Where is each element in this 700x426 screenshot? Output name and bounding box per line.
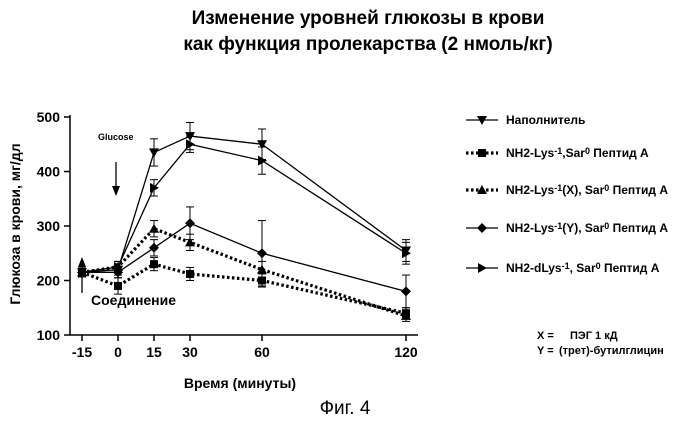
series-line	[81, 135, 407, 273]
legend-item-1: Наполнитель	[466, 113, 585, 127]
legend-label-part: NH2-Lys	[506, 183, 555, 197]
x-tick-label: 0	[114, 344, 122, 360]
legend-item-5: NH2-dLys-1, Sar0 Пептид А	[466, 261, 660, 275]
x-tick-label: 15	[146, 344, 162, 360]
legend-label-superscript: -1	[554, 221, 562, 231]
legend-label: NH2-Lys-1,Sar0 Пептид А	[506, 146, 649, 160]
data-point	[257, 140, 267, 150]
glucose-arrow-head	[112, 186, 120, 196]
note-y-key: Y =	[537, 345, 554, 357]
data-point	[114, 281, 122, 290]
note-x-key: X =	[537, 330, 554, 342]
legend-item-4: NH2-Lys-1(Y), Sar0 Пептид А	[466, 221, 668, 235]
series-line	[82, 222, 407, 293]
data-point	[150, 260, 158, 269]
annotation-glucose: Glucose	[98, 132, 134, 142]
chart-title-line1: Изменение уровней глюкозы в крови	[192, 8, 545, 29]
legend-label-part: Пептид А	[609, 183, 668, 197]
legend-item-2: NH2-Lys-1,Sar0 Пептид А	[466, 146, 649, 160]
x-axis-label: Время (минуты)	[184, 375, 296, 391]
legend-label-part: NH2-Lys	[506, 146, 555, 160]
annotation-compound: Соединение	[91, 292, 176, 308]
data-point	[149, 223, 159, 233]
series-1	[77, 121, 411, 278]
legend-label-part: Пептид А	[609, 221, 668, 235]
series-5	[78, 135, 411, 278]
legend-label-superscript: 0	[596, 261, 601, 271]
compound-arrow-head	[78, 257, 86, 267]
legend-label-superscript: 0	[585, 146, 590, 156]
y-tick-label: 100	[37, 327, 61, 343]
legend-label-part: (X), Sar	[562, 183, 604, 197]
data-point	[401, 310, 411, 320]
series-4	[77, 206, 411, 309]
legend-label-part: NH2-Lys	[506, 221, 555, 235]
legend-label-superscript: 0	[604, 221, 609, 231]
y-axis-label: Глюкоза в крови, мг/дл	[7, 143, 23, 304]
data-point	[114, 261, 123, 272]
legend-item-3: NH2-Lys-1(X), Sar0 Пептид А	[466, 183, 668, 197]
data-point	[402, 248, 411, 259]
notes: X = ПЭГ 1 кД Y = (трет)-бутилглицин	[537, 330, 664, 357]
legend-label-part: Пептид А	[601, 261, 660, 275]
legend-marker	[477, 223, 487, 233]
data-point	[150, 182, 159, 193]
data-point	[78, 267, 87, 278]
y-tick-label: 400	[37, 164, 61, 180]
series-2	[78, 257, 410, 320]
legend-label-part: , Sar	[570, 261, 596, 275]
series-line	[81, 143, 407, 273]
data-point	[149, 242, 159, 253]
y-tick-label: 500	[37, 109, 61, 125]
x-tick-label: 120	[394, 344, 418, 360]
data-point	[401, 286, 411, 297]
legend-label-superscript: -1	[562, 261, 570, 271]
data-point	[257, 248, 267, 259]
legend-label: NH2-dLys-1, Sar0 Пептид А	[506, 261, 660, 275]
x-tick-label: 60	[254, 344, 270, 360]
legend-label-superscript: -1	[554, 146, 562, 156]
data-point	[149, 148, 159, 158]
note-x-value: ПЭГ 1 кД	[570, 330, 618, 342]
data-point	[186, 139, 195, 150]
legend-label: NH2-Lys-1(Y), Sar0 Пептид А	[506, 221, 668, 235]
figure-label: Фиг. 4	[320, 398, 371, 419]
legend-label-part: Пептид А	[590, 146, 649, 160]
plot-area: 100 200 300 400 500 -15 0 15 30 60 120	[37, 109, 418, 360]
data-point	[185, 237, 195, 247]
legend-label: NH2-Lys-1(X), Sar0 Пептид А	[506, 183, 668, 197]
data-point	[186, 269, 194, 278]
legend-label-superscript: -1	[554, 183, 562, 193]
data-point	[185, 218, 195, 229]
y-tick-label: 300	[37, 218, 61, 234]
data-point	[258, 155, 267, 166]
legend-marker	[478, 263, 487, 273]
legend-label-part: NH2-dLys	[506, 261, 562, 275]
legend-marker	[477, 185, 487, 194]
legend-label-part: (Y), Sar	[562, 221, 604, 235]
legend-label: Наполнитель	[506, 113, 585, 127]
legend-label-part: ,Sar	[562, 146, 585, 160]
series-line	[81, 262, 407, 315]
x-tick-label: 30	[182, 344, 198, 360]
legend-marker	[477, 116, 487, 125]
legend-marker	[478, 149, 486, 157]
chart-title-line2: как функция пролекарства (2 нмоль/кг)	[183, 34, 552, 55]
y-tick-label: 200	[37, 273, 61, 289]
legend-label-superscript: 0	[604, 183, 609, 193]
note-y-value: (трет)-бутилглицин	[559, 345, 664, 357]
x-tick-label: -15	[72, 344, 92, 360]
